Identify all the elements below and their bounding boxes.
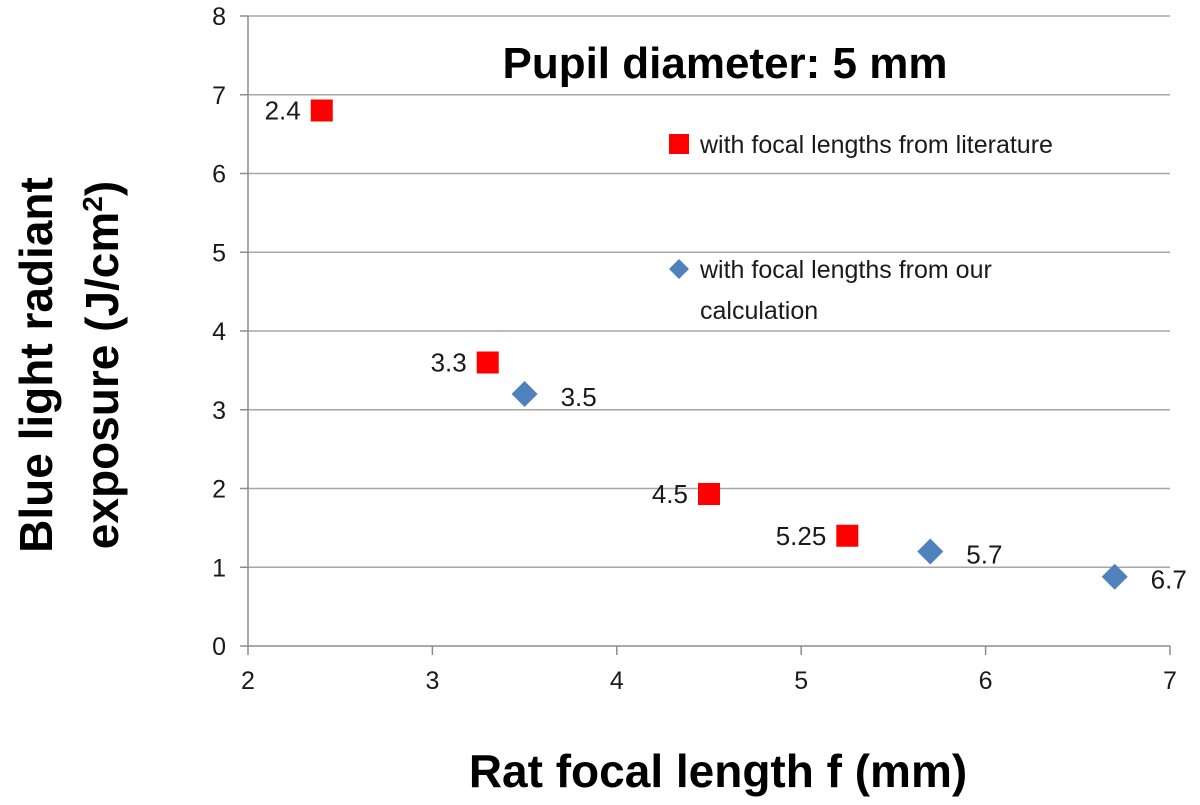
legend-label-calculation-line1: with focal lengths from our xyxy=(699,256,992,284)
data-label-3.5: 3.5 xyxy=(561,382,597,412)
y-tick-label-2: 2 xyxy=(212,476,226,504)
legend-diamond-marker xyxy=(669,259,689,279)
y-tick-label-7: 7 xyxy=(212,82,226,110)
x-tick-label-4: 4 xyxy=(610,667,624,695)
data-label-5.7: 5.7 xyxy=(966,540,1002,570)
x-tick-label-7: 7 xyxy=(1163,667,1177,695)
y-axis-title-line2-main: exposure (J/cm xyxy=(76,212,128,549)
data-point-square-3.3 xyxy=(476,351,499,374)
x-tick-label-2: 2 xyxy=(241,667,255,695)
y-axis-title-line2: exposure (J/cm2) xyxy=(76,181,128,549)
x-tick-label-3: 3 xyxy=(425,667,439,695)
data-label-5.25: 5.25 xyxy=(776,521,827,551)
y-tick-label-8: 8 xyxy=(212,3,226,31)
x-axis-ticks: 2 3 4 5 6 7 xyxy=(241,646,1177,695)
y-axis-title-superscript: 2 xyxy=(77,196,108,212)
y-axis-title-line2-close: ) xyxy=(76,181,128,196)
data-point-diamond-6.7 xyxy=(1101,563,1128,590)
data-labels: 2.4 3.3 4.5 5.25 3.5 5.7 6.7 xyxy=(265,96,1187,595)
data-point-square-5.25 xyxy=(836,524,859,547)
y-tick-label-4: 4 xyxy=(212,318,226,346)
legend-label-calculation-line2: calculation xyxy=(700,297,818,325)
x-tick-label-5: 5 xyxy=(794,667,808,695)
data-label-2.4: 2.4 xyxy=(265,96,301,126)
x-tick-label-6: 6 xyxy=(979,667,993,695)
y-axis-title-line1: Blue light radiant xyxy=(10,177,62,553)
data-points xyxy=(310,99,1128,590)
chart-title: Pupil diameter: 5 mm xyxy=(502,39,947,88)
data-label-3.3: 3.3 xyxy=(431,348,467,378)
data-label-4.5: 4.5 xyxy=(652,479,688,509)
data-label-6.7: 6.7 xyxy=(1151,565,1187,595)
y-axis-title: Blue light radiant exposure (J/cm2) xyxy=(10,177,128,553)
y-axis-ticks: 0 1 2 3 4 5 6 7 8 xyxy=(212,3,248,661)
legend-label-literature: with focal lengths from literature xyxy=(699,131,1053,159)
data-point-square-4.5 xyxy=(698,483,720,506)
y-tick-label-5: 5 xyxy=(212,239,226,267)
data-point-square-2.4 xyxy=(310,99,333,122)
y-tick-label-3: 3 xyxy=(212,397,226,425)
y-tick-label-0: 0 xyxy=(212,633,226,661)
x-axis-title: Rat focal length f (mm) xyxy=(469,745,967,797)
gridlines xyxy=(248,15,1170,568)
data-point-diamond-3.5 xyxy=(511,381,538,407)
legend-square-marker xyxy=(669,134,689,154)
data-point-diamond-5.7 xyxy=(917,538,944,565)
y-tick-label-1: 1 xyxy=(212,554,226,582)
legend: with focal lengths from literature with … xyxy=(669,131,1053,325)
y-tick-label-6: 6 xyxy=(212,161,226,189)
